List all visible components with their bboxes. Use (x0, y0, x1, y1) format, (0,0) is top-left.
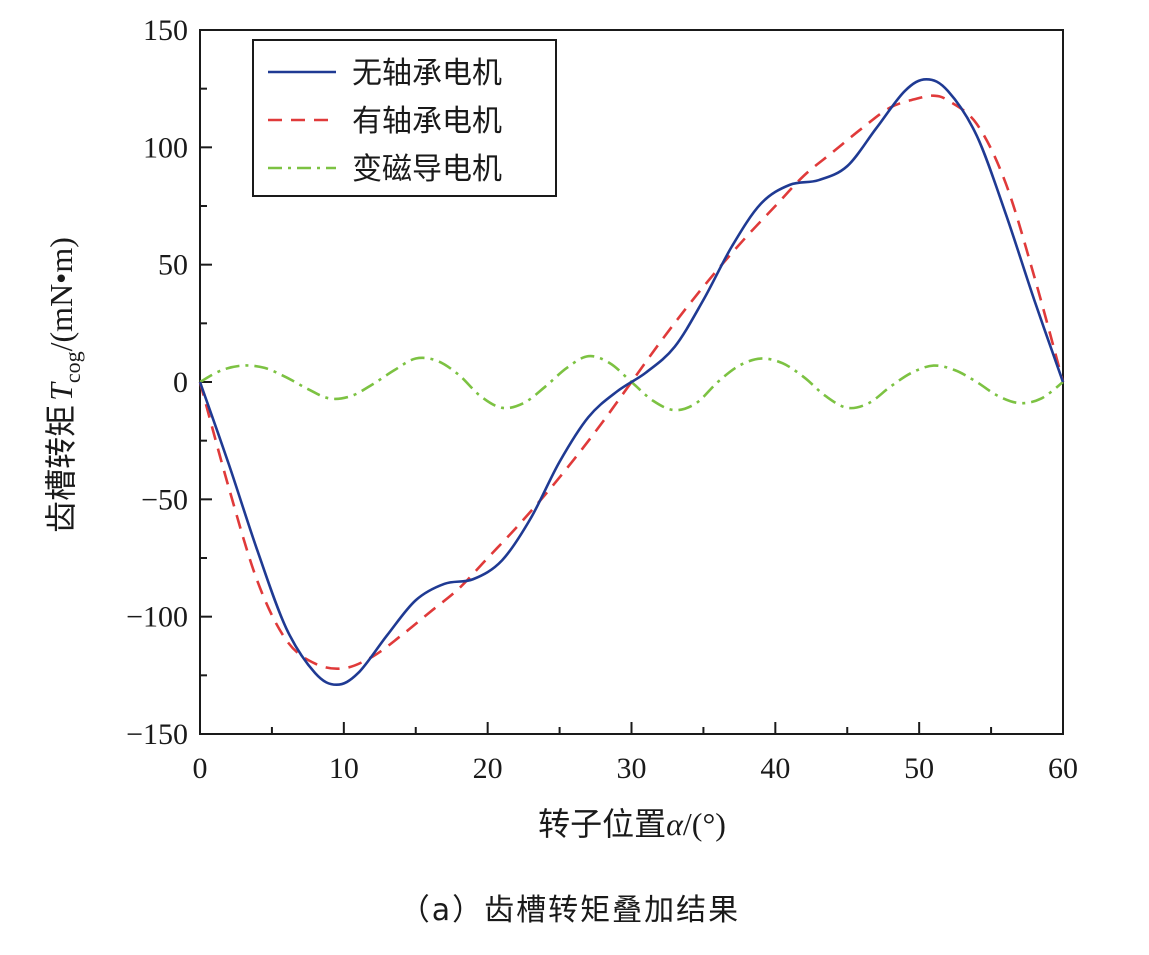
y-axis-title-prefix: 齿槽转矩 (42, 405, 80, 533)
x-axis-title: 转子位置α/(°) (538, 805, 726, 843)
x-tick-label: 20 (473, 752, 503, 785)
x-tick-label: 0 (193, 752, 208, 785)
x-axis-ticks: 0 10 20 30 40 50 60 (193, 722, 1078, 785)
x-tick-label: 10 (329, 752, 359, 785)
x-axis-title-symbol: α (666, 806, 684, 842)
y-axis-title-unit: /(mN•m) (43, 237, 79, 351)
series-line-2 (198, 94, 1065, 671)
y-axis-title: 齿槽转矩 Tcog/(mN•m) (42, 237, 85, 533)
series-layer (198, 77, 1065, 687)
legend-label-3: 变磁导电机 (352, 152, 502, 187)
y-tick-label: −50 (141, 483, 188, 516)
x-tick-label: 30 (617, 752, 647, 785)
legend-label-1: 无轴承电机 (352, 56, 502, 91)
y-tick-label: 0 (173, 366, 188, 399)
y-tick-label: 100 (143, 131, 188, 164)
x-tick-label: 60 (1048, 752, 1078, 785)
y-tick-label: −100 (126, 601, 188, 634)
y-axis-ticks: −150 −100 −50 0 50 100 150 (126, 14, 212, 751)
x-axis-title-unit: /(°) (683, 806, 726, 842)
y-axis-title-subscript: cog (60, 351, 85, 383)
legend-label-2: 有轴承电机 (352, 104, 502, 139)
x-tick-label: 50 (904, 752, 934, 785)
figure-caption: （a）齿槽转矩叠加结果 (400, 893, 740, 928)
y-tick-label: 150 (143, 14, 188, 47)
series-line-1 (198, 77, 1065, 687)
y-tick-label: −150 (126, 718, 188, 751)
y-axis-title-symbol: T (43, 381, 79, 401)
x-axis-title-prefix: 转子位置 (538, 805, 666, 843)
x-tick-label: 40 (760, 752, 790, 785)
legend-box (252, 39, 557, 197)
y-tick-label: 50 (158, 249, 188, 282)
